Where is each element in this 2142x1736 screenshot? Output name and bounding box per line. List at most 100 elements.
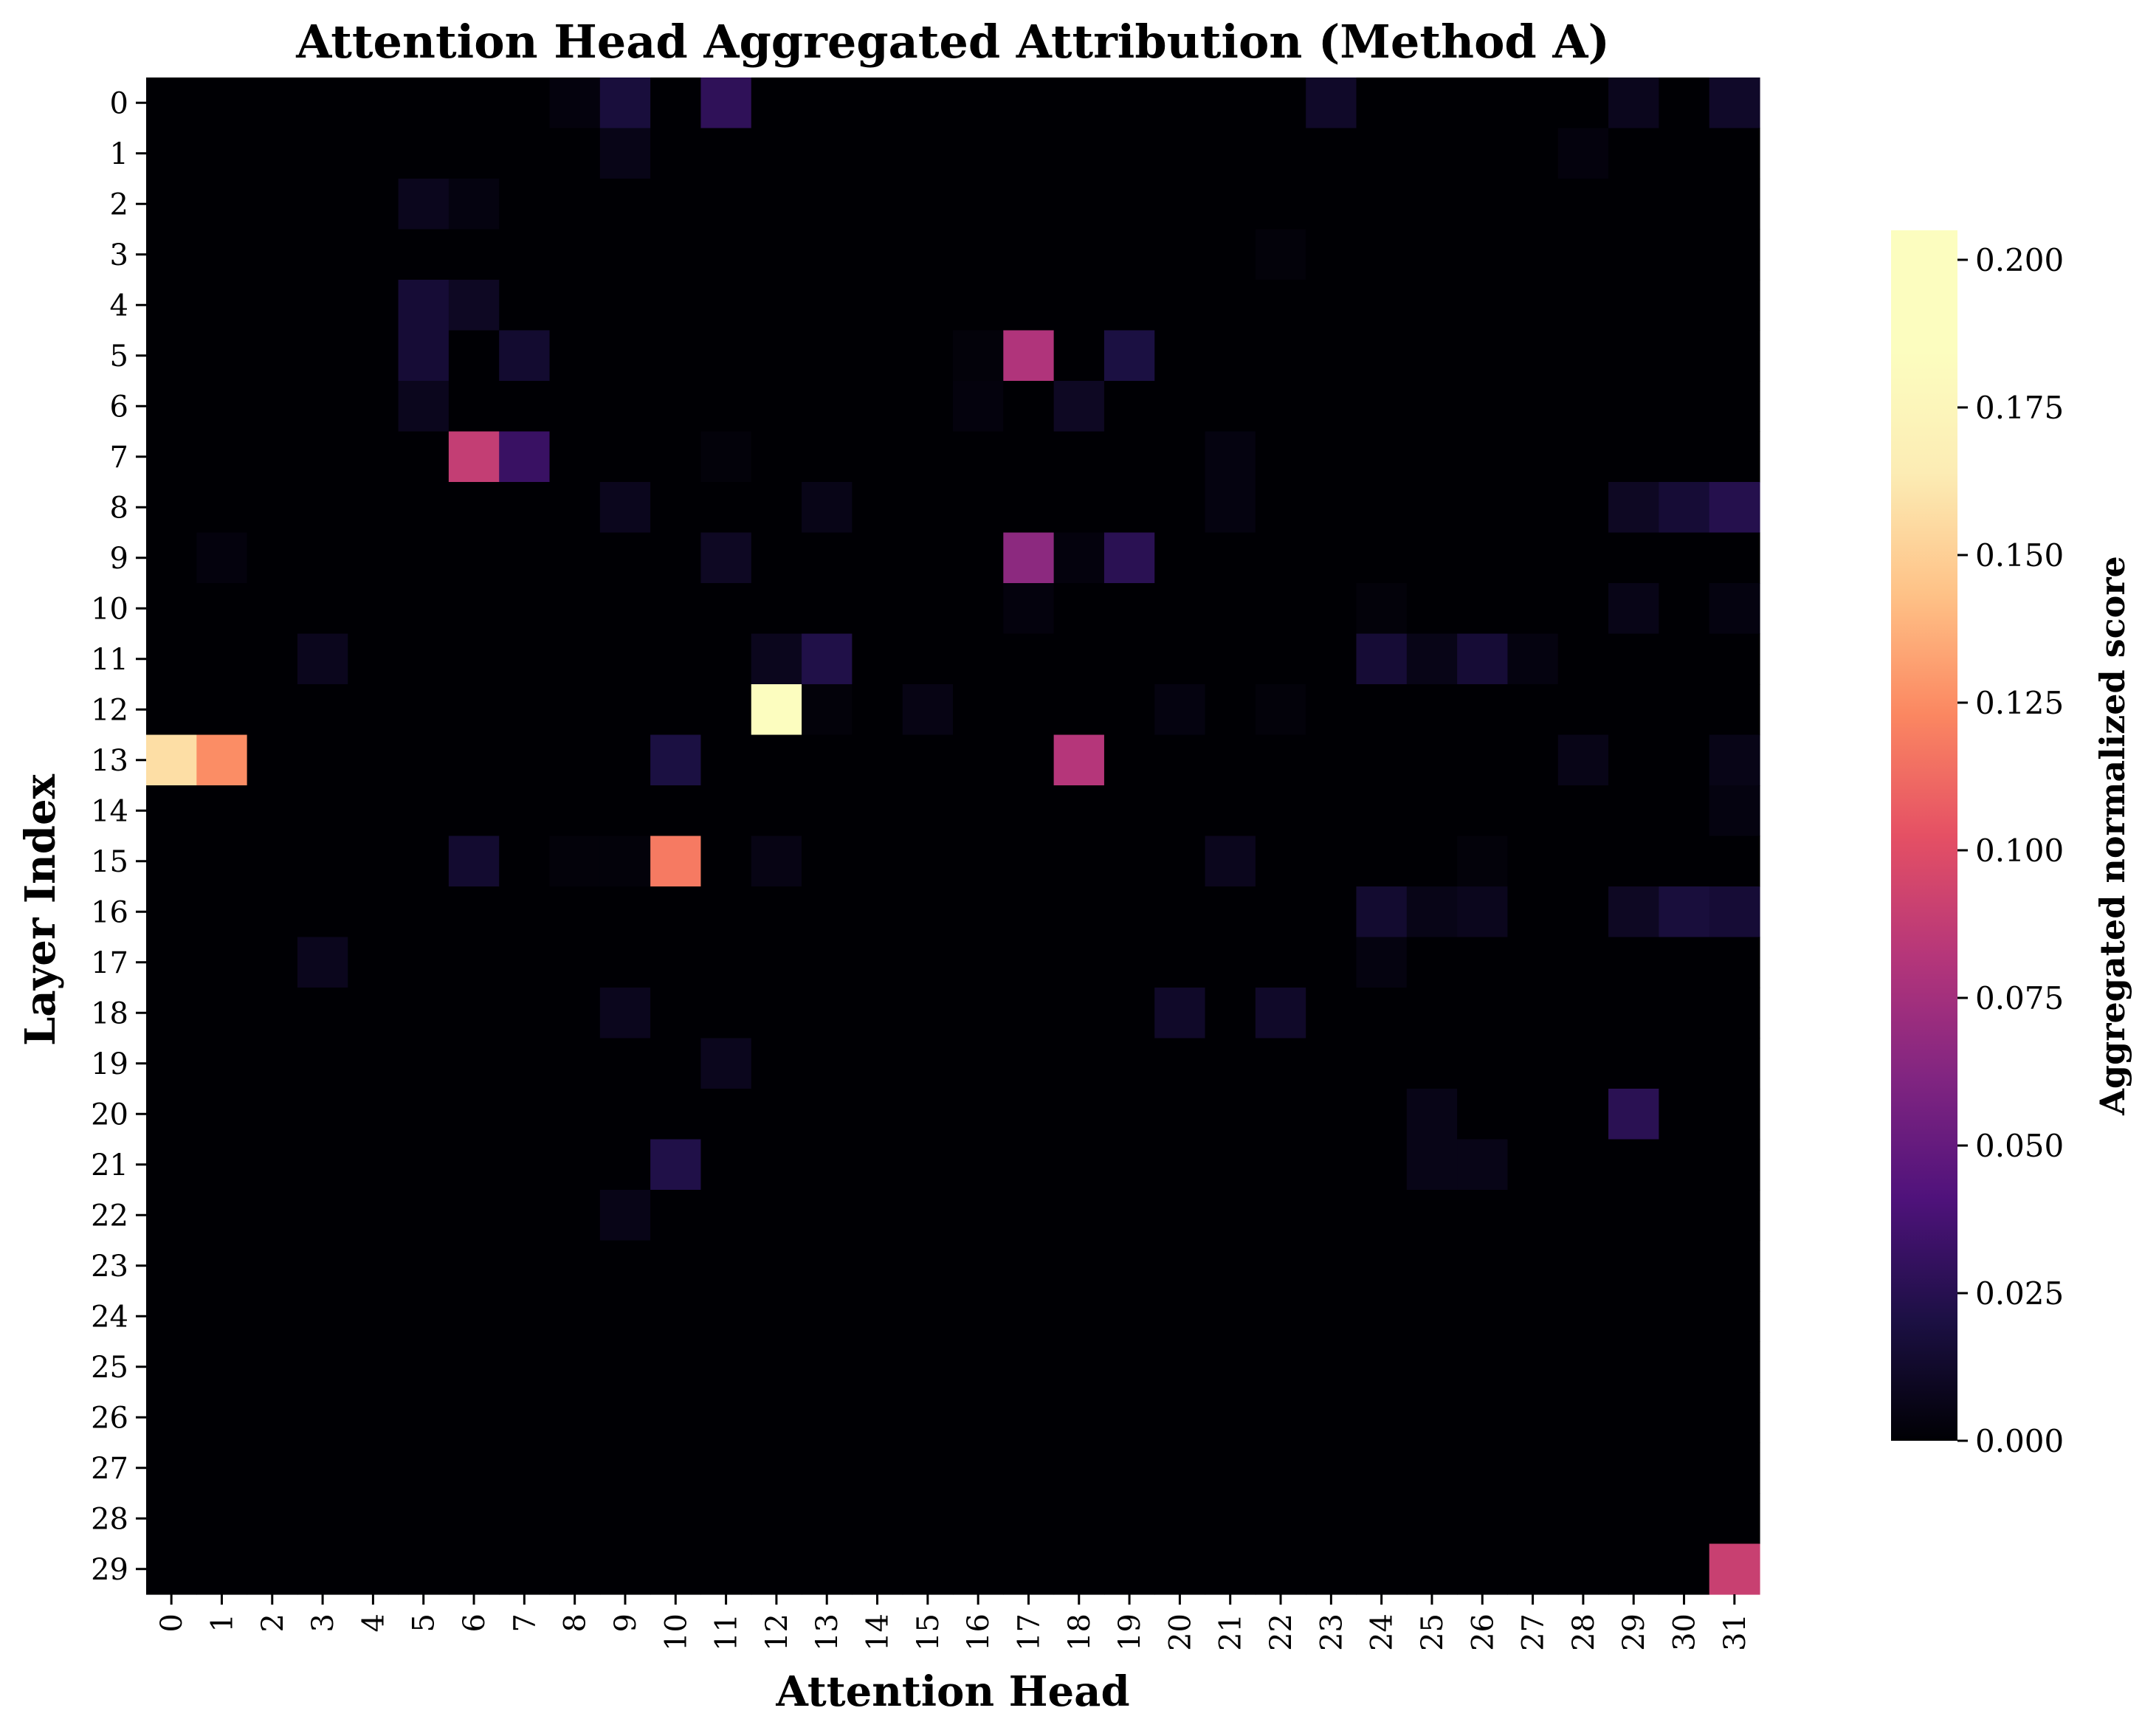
heatmap-cell	[1003, 1543, 1055, 1595]
heatmap-cell	[902, 1139, 954, 1191]
heatmap-cell	[1003, 1442, 1055, 1494]
heatmap-cell	[499, 1038, 551, 1089]
heatmap-cell	[549, 1190, 601, 1241]
heatmap-cell	[1608, 1190, 1659, 1241]
heatmap-cell	[1406, 229, 1458, 280]
heatmap-cell	[1557, 583, 1609, 635]
heatmap-cell	[196, 1089, 248, 1140]
heatmap-cell	[599, 1089, 651, 1140]
heatmap-cell	[953, 937, 1004, 988]
heatmap-cell	[499, 988, 551, 1039]
heatmap-cell	[700, 988, 752, 1039]
heatmap-cell	[499, 1442, 551, 1494]
heatmap-cell	[1356, 179, 1408, 230]
heatmap-cell	[1608, 1240, 1659, 1292]
heatmap-cell	[802, 734, 853, 786]
heatmap-cell	[297, 1038, 348, 1089]
heatmap-cell	[1306, 583, 1357, 635]
heatmap-cell	[1608, 886, 1659, 938]
heatmap-cell	[1356, 684, 1408, 736]
heatmap-cell	[1659, 988, 1710, 1039]
heatmap-cell	[953, 684, 1004, 736]
heatmap-cell	[650, 532, 702, 584]
heatmap-cell	[398, 1392, 450, 1444]
heatmap-cell	[1205, 330, 1256, 382]
heatmap-cell	[247, 381, 298, 433]
heatmap-cell	[1659, 128, 1710, 179]
heatmap-cell	[852, 1291, 903, 1343]
heatmap-cell	[1356, 1139, 1408, 1191]
heatmap-cell	[1457, 532, 1509, 584]
x-tick-label: 20	[1163, 1613, 1197, 1651]
heatmap-cell	[1154, 1240, 1206, 1292]
heatmap-cell	[1406, 431, 1458, 483]
heatmap-cell	[902, 532, 954, 584]
heatmap-cell	[650, 1240, 702, 1292]
heatmap-cell	[499, 1392, 551, 1444]
heatmap-cell	[1306, 280, 1357, 331]
heatmap-cell	[700, 1442, 752, 1494]
heatmap-cell	[146, 128, 197, 179]
heatmap-cell	[650, 229, 702, 280]
heatmap-cell	[650, 937, 702, 988]
heatmap-cell	[348, 431, 399, 483]
heatmap-cell	[902, 1442, 954, 1494]
heatmap-cell	[1608, 633, 1659, 685]
heatmap-cell	[1306, 988, 1357, 1039]
heatmap-cell	[751, 78, 802, 129]
x-tick-label: 10	[659, 1613, 693, 1651]
heatmap-cell	[1306, 179, 1357, 230]
heatmap-cell	[196, 1139, 248, 1191]
heatmap-cell	[247, 633, 298, 685]
heatmap-cell	[1608, 684, 1659, 736]
heatmap-cell	[1103, 482, 1155, 534]
heatmap-cell	[700, 78, 752, 129]
heatmap-cell	[802, 1240, 853, 1292]
heatmap-cell	[1154, 684, 1206, 736]
heatmap-cell	[1507, 988, 1559, 1039]
heatmap-cell	[852, 937, 903, 988]
heatmap-cell	[1205, 684, 1256, 736]
heatmap-cell	[802, 229, 853, 280]
y-tick-label: 11	[91, 643, 128, 677]
heatmap-cell	[247, 1038, 298, 1089]
heatmap-cell	[247, 1493, 298, 1545]
heatmap-cell	[1154, 633, 1206, 685]
heatmap-cell	[1053, 78, 1105, 129]
heatmap-cell	[297, 1493, 348, 1545]
heatmap-cell	[448, 1442, 500, 1494]
heatmap-cell	[549, 583, 601, 635]
heatmap-cell	[1709, 633, 1760, 685]
heatmap-cell	[1659, 229, 1710, 280]
heatmap-cell	[398, 1038, 450, 1089]
heatmap-cell	[852, 78, 903, 129]
heatmap-cell	[1659, 633, 1710, 685]
heatmap-cells	[146, 78, 1760, 1595]
heatmap-cell	[1608, 937, 1659, 988]
heatmap-cell	[802, 381, 853, 433]
heatmap-cell	[1709, 330, 1760, 382]
heatmap-cell	[700, 1392, 752, 1444]
heatmap-cell	[599, 1442, 651, 1494]
heatmap-cell	[398, 633, 450, 685]
heatmap-cell	[650, 381, 702, 433]
heatmap-cell	[902, 988, 954, 1039]
heatmap-cell	[902, 1543, 954, 1595]
heatmap-cell	[1507, 937, 1559, 988]
heatmap-cell	[1103, 1493, 1155, 1545]
heatmap-cell	[247, 229, 298, 280]
heatmap-cell	[1306, 1190, 1357, 1241]
heatmap-cell	[802, 179, 853, 230]
heatmap-cell	[1709, 179, 1760, 230]
heatmap-cell	[1255, 988, 1306, 1039]
heatmap-cell	[1103, 280, 1155, 331]
heatmap-cell	[1154, 1291, 1206, 1343]
heatmap-cell	[146, 78, 197, 129]
heatmap-cell	[1003, 836, 1055, 887]
heatmap-cell	[902, 229, 954, 280]
heatmap-cell	[1557, 128, 1609, 179]
heatmap-cell	[852, 1139, 903, 1191]
heatmap-cell	[700, 381, 752, 433]
heatmap-cell	[448, 1089, 500, 1140]
heatmap-cell	[549, 886, 601, 938]
